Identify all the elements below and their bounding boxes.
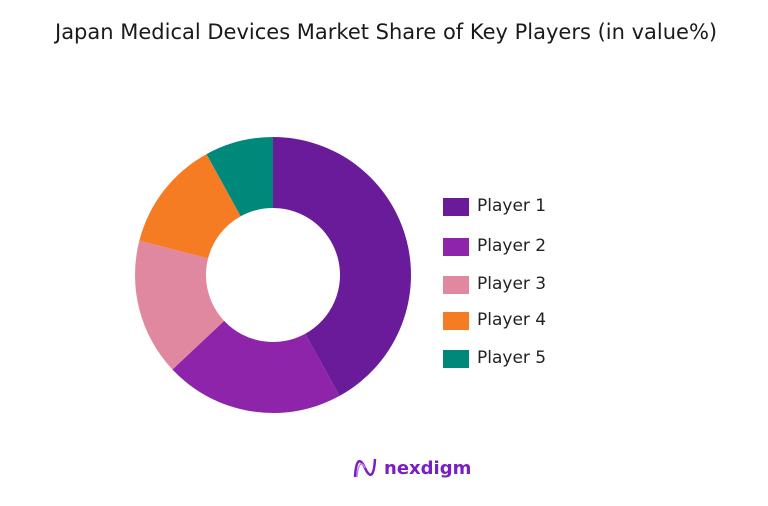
slice-player-5 [206, 137, 273, 217]
nexdigm-logo: nexdigm [352, 455, 471, 481]
chart-title: Japan Medical Devices Market Share of Ke… [55, 20, 718, 44]
nexdigm-logo-icon [353, 458, 377, 478]
slice-player-3 [135, 240, 225, 370]
legend-label: Player 1 [477, 196, 547, 216]
legend-swatch [443, 198, 469, 216]
legend-swatch [443, 276, 469, 294]
legend-label: Player 2 [477, 236, 547, 256]
slice-player-4 [139, 154, 241, 259]
legend-label: Player 5 [477, 348, 547, 368]
legend-label: Player 3 [477, 274, 547, 294]
legend-swatch [443, 238, 469, 256]
legend-swatch [443, 312, 469, 330]
legend-label: Player 4 [477, 310, 547, 330]
legend-swatch [443, 350, 469, 368]
slice-player-1 [273, 137, 412, 396]
logo-text: nexdigm [384, 457, 472, 479]
slice-player-2 [172, 320, 340, 413]
